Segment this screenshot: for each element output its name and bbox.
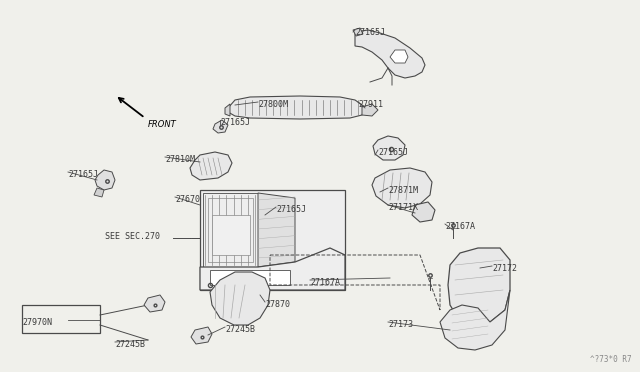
Text: 27171X: 27171X	[388, 203, 418, 212]
Polygon shape	[412, 202, 435, 222]
Polygon shape	[440, 290, 510, 350]
Text: FRONT: FRONT	[148, 120, 177, 129]
Polygon shape	[362, 104, 378, 116]
Polygon shape	[390, 50, 408, 63]
Text: 27165J: 27165J	[276, 205, 306, 214]
Text: 27970N: 27970N	[22, 318, 52, 327]
Text: 27670: 27670	[175, 195, 200, 204]
Text: 27173: 27173	[388, 320, 413, 329]
Polygon shape	[94, 188, 104, 197]
Polygon shape	[95, 170, 115, 190]
Text: 27911: 27911	[358, 100, 383, 109]
Text: 27245B: 27245B	[115, 340, 145, 349]
Polygon shape	[191, 327, 212, 344]
Text: SEE SEC.270: SEE SEC.270	[105, 232, 160, 241]
Polygon shape	[213, 120, 228, 133]
Polygon shape	[200, 190, 345, 290]
Polygon shape	[200, 248, 345, 290]
Text: 27810M: 27810M	[165, 155, 195, 164]
Polygon shape	[228, 96, 365, 119]
Text: 27800M: 27800M	[258, 100, 288, 109]
Text: 27165J: 27165J	[220, 118, 250, 127]
Polygon shape	[210, 272, 270, 325]
Text: 27871M: 27871M	[388, 186, 418, 195]
Text: 27172: 27172	[492, 264, 517, 273]
Text: 27165J: 27165J	[355, 28, 385, 37]
Text: 27165J: 27165J	[378, 148, 408, 157]
Text: 27245B: 27245B	[225, 325, 255, 334]
Text: ^?73*0 R7: ^?73*0 R7	[590, 355, 632, 364]
Text: 27167A: 27167A	[445, 222, 475, 231]
Polygon shape	[225, 104, 230, 116]
Polygon shape	[212, 215, 250, 255]
Polygon shape	[373, 136, 405, 160]
Polygon shape	[448, 248, 510, 325]
Text: 27870: 27870	[265, 300, 290, 309]
Text: 27167A: 27167A	[310, 278, 340, 287]
Polygon shape	[190, 152, 232, 180]
Polygon shape	[355, 30, 425, 78]
Polygon shape	[210, 270, 290, 285]
Polygon shape	[144, 295, 165, 312]
Text: 27165J: 27165J	[68, 170, 98, 179]
Polygon shape	[22, 305, 100, 333]
Polygon shape	[258, 193, 295, 267]
Polygon shape	[353, 28, 363, 36]
Polygon shape	[372, 168, 432, 208]
